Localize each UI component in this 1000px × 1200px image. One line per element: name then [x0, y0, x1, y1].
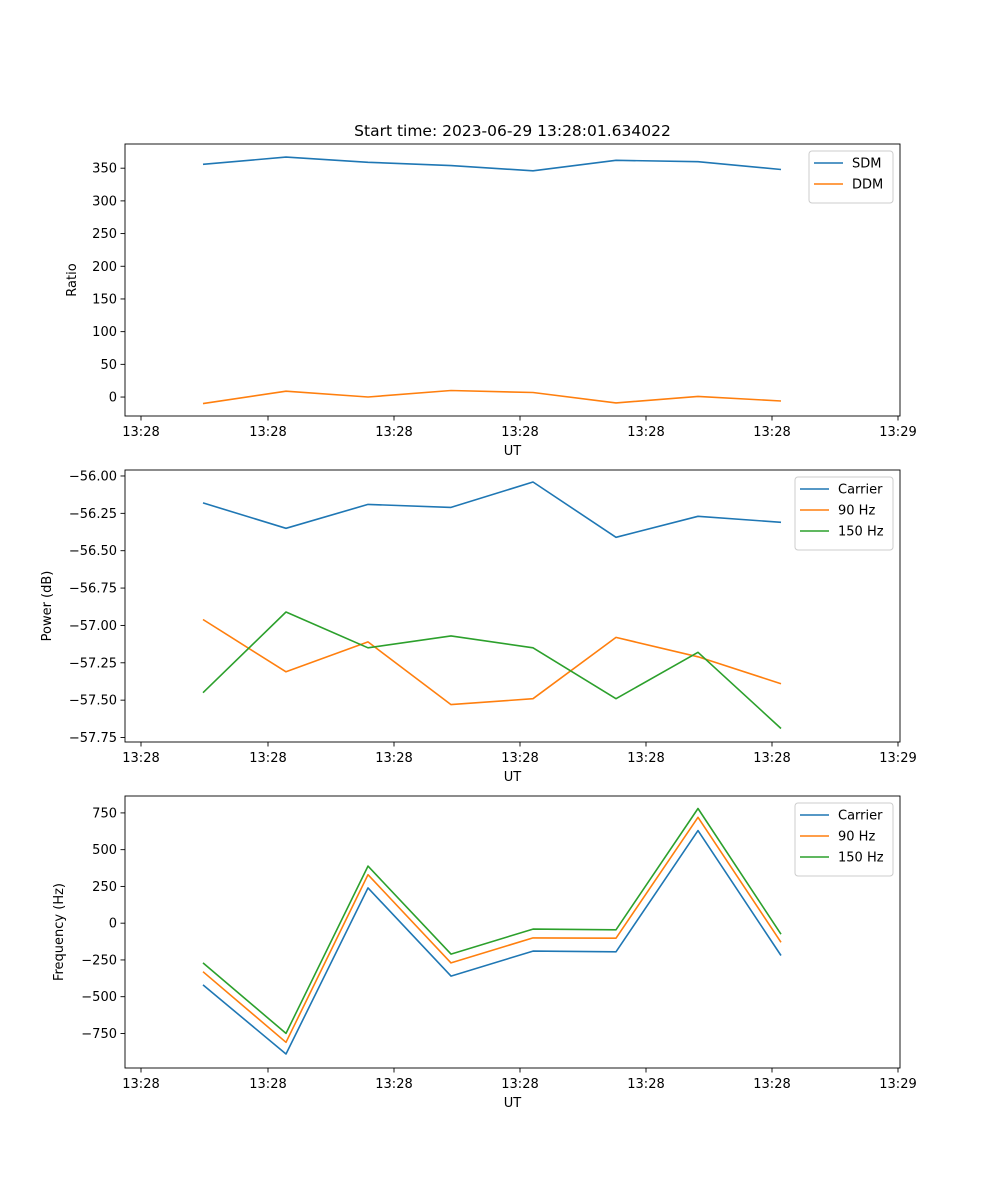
y-tick-label: 100 — [92, 325, 117, 340]
legend-entry: 150 Hz — [838, 525, 884, 540]
x-tick-label: 13:28 — [122, 1077, 159, 1092]
x-tick-label: 13:28 — [753, 1077, 790, 1092]
series-line-150-hz — [202, 807, 782, 1035]
y-tick-label: −57.25 — [69, 656, 117, 671]
x-tick-label: 13:28 — [753, 751, 790, 766]
x-tick-label: 13:28 — [122, 425, 159, 440]
y-tick-label: 250 — [92, 227, 117, 242]
x-tick-label: 13:28 — [627, 751, 664, 766]
x-tick-label: 13:28 — [375, 751, 412, 766]
y-tick-label: 250 — [92, 880, 117, 895]
legend-entry: 90 Hz — [838, 830, 875, 845]
y-tick-label: 500 — [92, 843, 117, 858]
series-line-ddm — [202, 389, 782, 405]
x-tick-label: 13:28 — [249, 425, 286, 440]
series-line-sdm — [202, 156, 782, 172]
axes-frame — [124, 469, 901, 743]
y-tick-label: −56.00 — [69, 469, 117, 484]
y-tick-label: 50 — [100, 358, 117, 373]
legend: Carrier 90 Hz 150 Hz — [794, 802, 894, 877]
y-axis-label: Power (dB) — [40, 571, 55, 642]
x-tick-label: 13:29 — [879, 425, 916, 440]
y-tick-label: −750 — [81, 1027, 117, 1042]
series-line-90-hz — [202, 816, 782, 1044]
x-tick-label: 13:28 — [249, 751, 286, 766]
series-line-carrier — [202, 829, 782, 1055]
legend: Carrier 90 Hz 150 Hz — [794, 476, 894, 551]
legend-entry: 150 Hz — [838, 851, 884, 866]
y-tick-label: −56.50 — [69, 544, 117, 559]
y-tick-label: 0 — [109, 917, 117, 932]
series-line-150-hz — [202, 611, 782, 730]
y-tick-label: 750 — [92, 806, 117, 821]
y-tick-label: −57.50 — [69, 694, 117, 709]
y-tick-label: −56.25 — [69, 507, 117, 522]
y-tick-label: −57.00 — [69, 619, 117, 634]
legend-entry: 90 Hz — [838, 504, 875, 519]
x-tick-label: 13:28 — [753, 425, 790, 440]
x-tick-label: 13:28 — [627, 1077, 664, 1092]
x-tick-label: 13:28 — [501, 1077, 538, 1092]
x-tick-label: 13:28 — [501, 425, 538, 440]
axes-frame — [124, 143, 901, 417]
y-tick-label: −250 — [81, 953, 117, 968]
x-tick-label: 13:29 — [879, 1077, 916, 1092]
x-axis-label: UT — [504, 770, 522, 785]
axes-frame — [124, 795, 901, 1069]
chart-title: Start time: 2023-06-29 13:28:01.634022 — [354, 122, 671, 140]
x-tick-label: 13:28 — [249, 1077, 286, 1092]
panel-1: 13:28 13:28 13:28 13:28 13:28 13:28 13:29 0 50 10… — [65, 143, 917, 459]
x-axis-label: UT — [504, 444, 522, 459]
y-axis-label: Ratio — [65, 263, 80, 296]
y-tick-label: 200 — [92, 260, 117, 275]
series-line-90-hz — [202, 618, 782, 706]
y-axis-label: Frequency (Hz) — [52, 883, 67, 981]
legend-entry: DDM — [852, 178, 883, 193]
x-tick-label: 13:28 — [122, 751, 159, 766]
y-tick-label: 0 — [109, 391, 117, 406]
x-tick-label: 13:28 — [501, 751, 538, 766]
y-tick-label: 350 — [92, 162, 117, 177]
x-tick-label: 13:28 — [375, 425, 412, 440]
y-tick-label: 300 — [92, 194, 117, 209]
legend-box — [808, 150, 894, 204]
legend-entry: Carrier — [838, 809, 883, 824]
legend: SDM DDM — [808, 150, 894, 204]
x-tick-label: 13:28 — [375, 1077, 412, 1092]
x-tick-label: 13:29 — [879, 751, 916, 766]
panel-2: 13:28 13:28 13:28 13:28 13:28 13:28 13:29 −56.0… — [40, 469, 917, 785]
y-tick-label: −57.75 — [69, 731, 117, 746]
y-tick-label: −56.75 — [69, 582, 117, 597]
x-axis-label: UT — [504, 1096, 522, 1111]
x-tick-label: 13:28 — [627, 425, 664, 440]
legend-entry: SDM — [852, 157, 881, 172]
y-tick-label: −500 — [81, 990, 117, 1005]
panel-3: 13:28 13:28 13:28 13:28 13:28 13:28 13:29 750 50… — [52, 795, 917, 1111]
legend-entry: Carrier — [838, 483, 883, 498]
series-line-carrier — [202, 481, 782, 539]
y-tick-label: 150 — [92, 292, 117, 307]
